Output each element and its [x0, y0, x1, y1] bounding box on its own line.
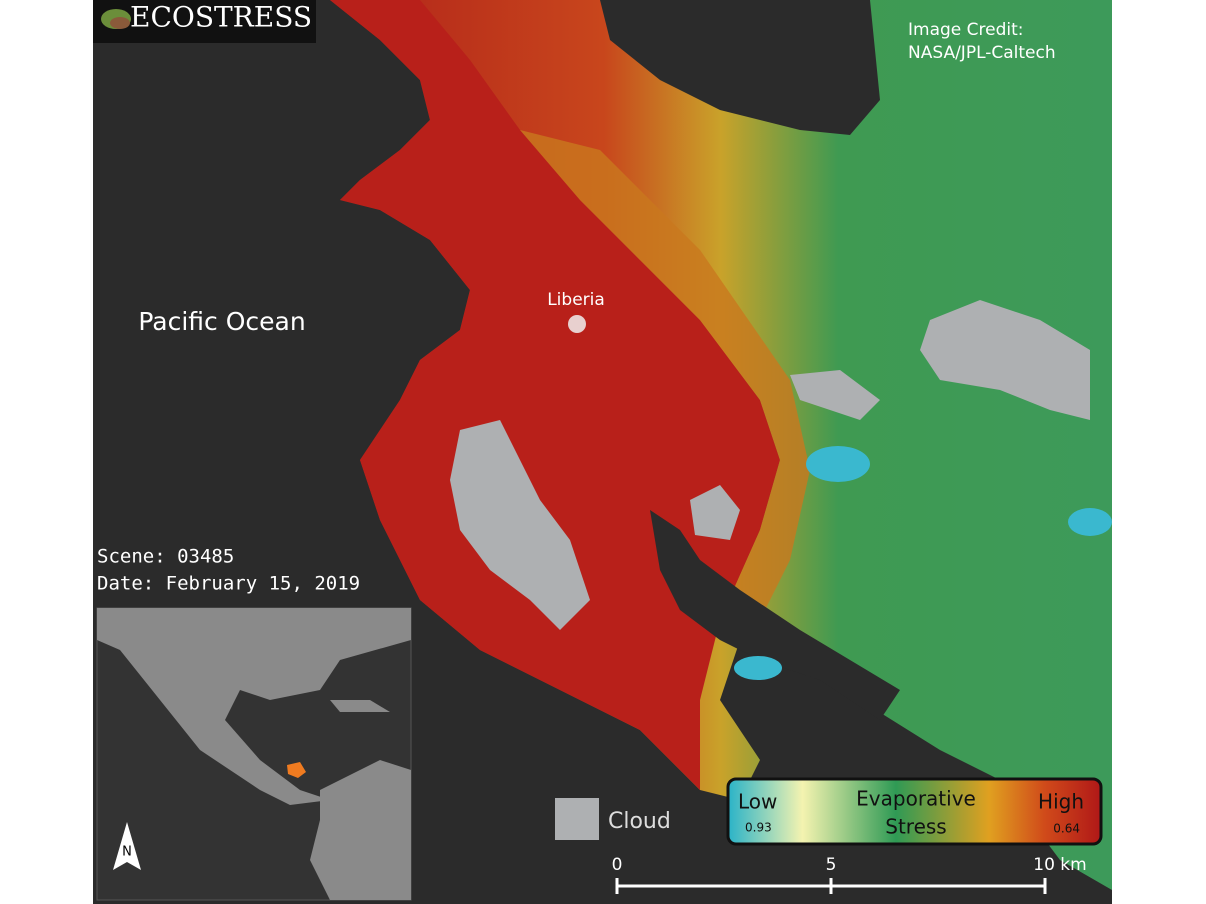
ocean-label: Pacific Ocean [138, 307, 305, 336]
legend-title-1: Evaporative [856, 787, 976, 811]
legend-high: High [1038, 790, 1084, 814]
logo-seed [110, 17, 130, 29]
cloud-label: Cloud [608, 809, 671, 834]
city-marker [568, 315, 586, 333]
scale-tick: 5 [826, 855, 837, 875]
scale-tick: 10 km [1033, 855, 1086, 875]
legend-bar [726, 777, 1103, 846]
scale-tick: 0 [612, 855, 623, 875]
city-label: Liberia [547, 290, 605, 310]
orange-band [520, 130, 810, 620]
north-label: N [122, 845, 132, 860]
lakes [734, 446, 1112, 680]
north-arrow [113, 822, 141, 870]
legend-title-2: Stress [885, 815, 946, 839]
clouds [450, 300, 1090, 630]
inset-map: N [96, 607, 412, 901]
logo-text: ECOSTRESS [130, 1, 312, 34]
legend-low-value: 0.93 [745, 821, 772, 835]
legend-low: Low [738, 790, 777, 814]
scale-bar [615, 878, 1047, 894]
date-label: Date: February 15, 2019 [97, 573, 360, 595]
scene-label: Scene: 03485 [97, 546, 234, 568]
gulf [650, 510, 900, 720]
high-stress-region [330, 0, 780, 790]
credit-line2: NASA/JPL-Caltech [908, 43, 1056, 63]
legend-high-value: 0.64 [1053, 822, 1080, 836]
cloud-swatch [555, 798, 599, 840]
credit-line1: Image Credit: [908, 20, 1024, 40]
